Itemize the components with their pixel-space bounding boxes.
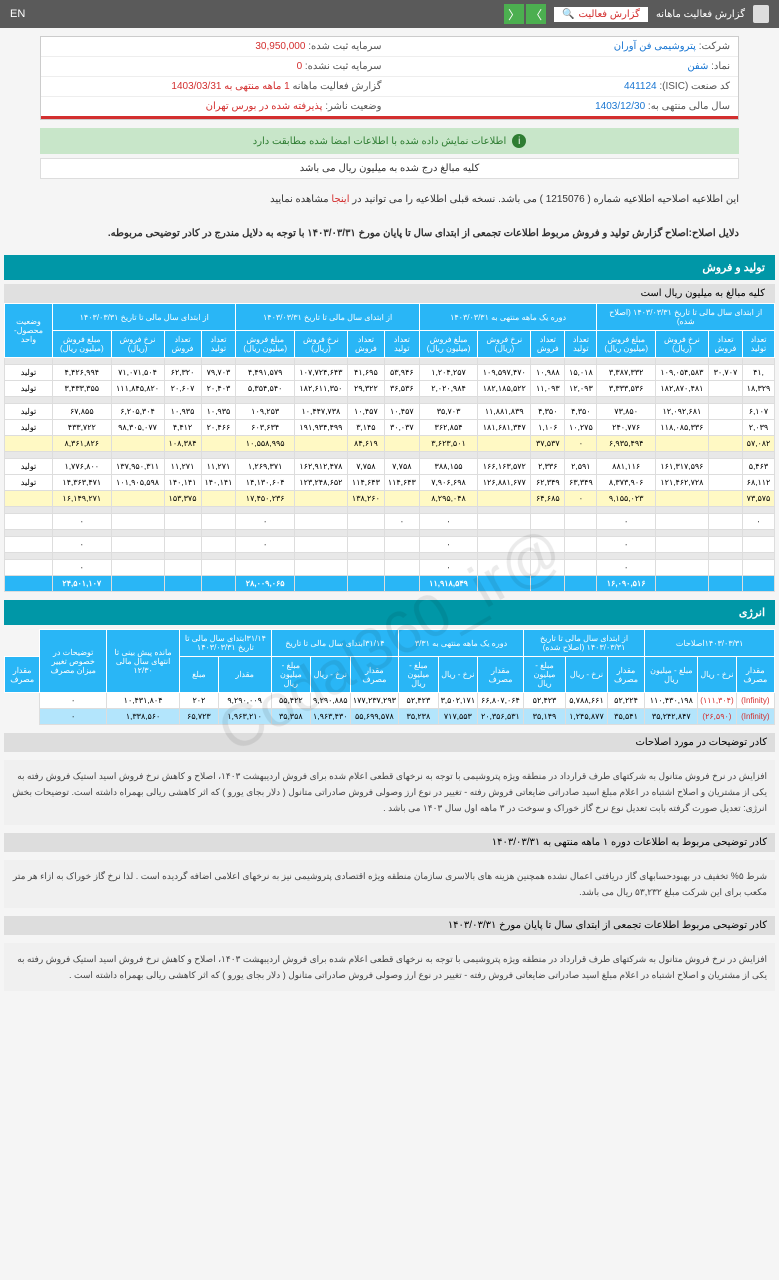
search-icon: 🔍 <box>562 9 574 20</box>
capital-unreg-value: 0 <box>297 61 303 72</box>
notice2-link[interactable]: اینجا <box>331 194 349 205</box>
energy-table: ۱۴۰۳/۰۳/۳۱اصلاحاتاز ابتدای سال مالی تا ت… <box>4 629 775 725</box>
info-box: شرکت: پتروشیمی فن آوران سرمایه ثبت شده: … <box>40 36 739 120</box>
currency-notice: کلیه مبالغ درج شده به میلیون ریال می باش… <box>40 158 739 179</box>
notice2-pre: این اطلاعیه اصلاحیه اطلاعیه شماره ( 1215… <box>350 194 740 205</box>
lang-toggle[interactable]: EN <box>10 8 25 20</box>
nav-next[interactable]: 〉 <box>526 4 546 24</box>
capital-unreg-label: سرمایه ثبت نشده: <box>305 61 382 72</box>
info-icon: i <box>512 134 526 148</box>
explanation-para1: افزایش در نرخ فروش متانول به شرکتهای طرف… <box>4 760 775 825</box>
publisher-value: پذیرفته شده در بورس تهران <box>206 101 323 112</box>
clipboard-icon <box>753 5 769 23</box>
correction-reason: دلایل اصلاح:اصلاح گزارش تولید و فروش مرب… <box>0 217 779 251</box>
explanation-para3: افزایش در نرخ فروش متانول به شرکتهای طرف… <box>4 943 775 991</box>
company-label: شرکت: <box>699 41 730 52</box>
production-sales-table: از ابتدای سال مالی تا تاریخ ۱۴۰۳/۰۳/۳۱ (… <box>4 303 775 592</box>
symbol-value: شفن <box>687 61 708 72</box>
section2-header: انرژی <box>4 600 775 625</box>
publisher-label: وضعیت ناشر: <box>325 101 381 112</box>
search-box[interactable]: گزارش فعالیت 🔍 <box>554 7 648 22</box>
year-label: سال مالی منتهی به: <box>648 101 730 112</box>
year-value: 1403/12/30 <box>595 101 645 112</box>
nav-prev[interactable]: 〈 <box>504 4 524 24</box>
capital-reg-value: 30,950,000 <box>255 41 305 52</box>
notice2-post: مشاهده نمایید <box>270 194 331 205</box>
alert-text: اطلاعات نمایش داده شده با اطلاعات امضا ش… <box>253 136 507 147</box>
explanation-sub2: کادر توضیحی مربوط اطلاعات تجمعی از ابتدا… <box>4 916 775 935</box>
isic-label: کد صنعت (ISIC): <box>659 81 730 92</box>
isic-value: 441124 <box>624 81 657 92</box>
search-text: گزارش فعالیت <box>579 9 640 20</box>
explanation-sub1: کادر توضیحی مربوط به اطلاعات دوره ۱ ماهه… <box>4 833 775 852</box>
symbol-label: نماد: <box>711 61 730 72</box>
section1-subtitle: کلیه مبالغ به میلیون ریال است <box>4 284 775 303</box>
activity-value: 1 ماهه منتهی به 1403/03/31 <box>171 81 289 92</box>
explanation-para2: شرط ۵% تخفیف در بهبودحسابهای گاز دریافتی… <box>4 860 775 908</box>
company-value: پتروشیمی فن آوران <box>614 41 696 52</box>
capital-reg-label: سرمایه ثبت شده: <box>308 41 381 52</box>
explanation-header: کادر توضیحات در مورد اصلاحات <box>4 733 775 752</box>
activity-label: گزارش فعالیت ماهانه <box>292 81 381 92</box>
topbar-title: گزارش فعالیت ماهانه <box>656 9 745 20</box>
topbar: گزارش فعالیت ماهانه گزارش فعالیت 🔍 〉 〈 E… <box>0 0 779 28</box>
section1-header: تولید و فروش <box>4 255 775 280</box>
alert-banner: i اطلاعات نمایش داده شده با اطلاعات امضا… <box>40 128 739 154</box>
amendment-notice: این اطلاعیه اصلاحیه اطلاعیه شماره ( 1215… <box>0 183 779 217</box>
